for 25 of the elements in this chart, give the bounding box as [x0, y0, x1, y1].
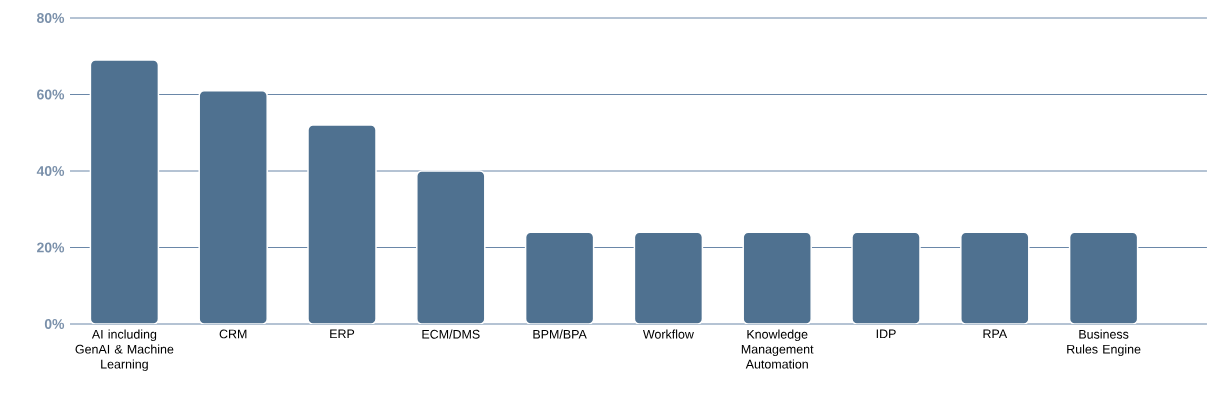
- y-tick-label: 80%: [37, 13, 65, 23]
- y-tick-label: 40%: [36, 166, 65, 176]
- x-tick-label: RPA: [983, 329, 1008, 339]
- x-tick-label: AI including GenAI & Machine Learning: [75, 329, 174, 372]
- bar: [89, 59, 160, 324]
- x-tick-label: ERP: [330, 329, 355, 339]
- x-tick-label: ECM/DMS: [422, 329, 480, 339]
- x-tick-label: Workflow: [642, 329, 694, 339]
- bar: [524, 231, 595, 324]
- y-tick-label: 60%: [37, 89, 65, 100]
- x-tick-label: BPM/BPA: [533, 329, 587, 339]
- bar: [851, 231, 921, 324]
- bar: [960, 231, 1030, 324]
- y-tick-label: 0%: [44, 319, 65, 329]
- bar: [742, 231, 812, 324]
- bar: [198, 89, 268, 324]
- bar: [1068, 231, 1139, 324]
- bar: [307, 124, 377, 324]
- y-tick-label: 20%: [37, 242, 65, 253]
- bar: [416, 170, 486, 324]
- bar: [633, 231, 704, 324]
- x-tick-label: Knowledge Management Automation: [741, 329, 814, 369]
- x-tick-label: CRM: [219, 329, 247, 339]
- x-tick-label: Business Rules Engine: [1067, 329, 1141, 357]
- x-tick-label: IDP: [876, 329, 896, 339]
